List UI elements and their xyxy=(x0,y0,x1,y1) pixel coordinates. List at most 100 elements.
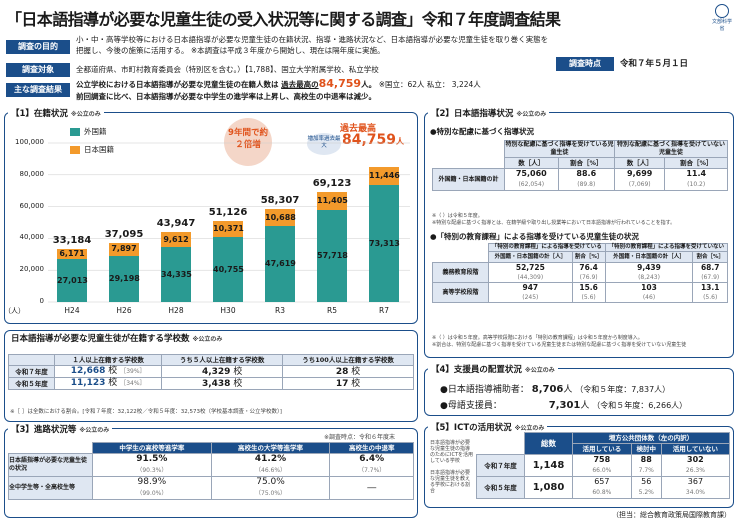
x-tick-label: H30 xyxy=(220,306,236,315)
value-label-japanese: 7,897 xyxy=(111,244,137,254)
sec2-b-note-2: ※割合は、特別な配慮に基づく指導を受けている児童生徒または特別な配慮に基づく指導… xyxy=(432,342,687,348)
bar-japanese xyxy=(57,249,87,260)
value-label-japanese: 11,405 xyxy=(317,196,348,206)
value-label-japanese: 10,688 xyxy=(265,212,296,222)
results-line-2: 前回調査に比べ、日本語指導が必要な中学生の進学率は上昇し、高校生の中退率は減少。 xyxy=(76,92,376,101)
guidance-section xyxy=(424,112,734,358)
enrollment-section xyxy=(4,112,418,324)
value-label-japanese: 9,612 xyxy=(163,234,189,244)
legend-japanese: 日本国籍 xyxy=(84,145,114,154)
record-label: 過去最高 xyxy=(340,124,377,134)
sec2-b-note-1: ※（ ）は令和５年度。高等学校段階における「特別の教育課程」は令和５年度から制度… xyxy=(432,335,643,341)
x-tick-label: R5 xyxy=(327,306,337,315)
time-value: 令和７年５月１日 xyxy=(620,59,689,69)
schools-section xyxy=(4,330,418,422)
sec3-time: ※調査時点：令和６年度末 xyxy=(324,434,396,441)
y-tick-label: 0 xyxy=(39,297,44,305)
native-support-row: ●母語支援員： 7,301人 （令和５年度：6,266人） xyxy=(440,400,688,411)
bar-foreign xyxy=(317,210,347,302)
page-title: 「日本語指導が必要な児童生徒の受入状況等に関する調査」令和７年度調査結果 xyxy=(6,10,561,29)
table-row: 外国籍・日本国籍の計 75,060 (62,054) 88.6 (89.8) 9,6… xyxy=(432,168,728,191)
ict-table: 総数 増方公共団体数（左の内訳） 活用している 検討中 活用していない 令和７年度 1,… xyxy=(476,432,731,499)
total-label: 51,126 xyxy=(208,206,248,218)
bar-japanese xyxy=(317,192,347,211)
table-row: 全中学生等・全高校生等 98.9% （99.0%） 75.0% （75.0%） ― xyxy=(8,476,414,500)
increase-badge: 増加率過去最大 xyxy=(307,133,341,155)
assistant-row: ●日本語指導補助者： 8,706人 （令和５年度：7,837人） xyxy=(440,384,671,395)
progress-table: 中学生の高校等進学率 高校生の大学等進学率 高校生の中退率 日本語指導が必要な児童生… xyxy=(8,442,414,500)
results-line-1: 公立学校における日本語指導が必要な児童生徒の在籍人数は 過去最高の84,759人… xyxy=(76,77,481,90)
sec2-a-note-2: ※特別な配慮に基づく指導とは、在籍学級や取り出し授業等において日本語指導が行われ… xyxy=(432,220,676,226)
bar-japanese xyxy=(109,243,139,256)
value-label-foreign: 34,335 xyxy=(161,269,192,279)
purpose-text-1: 小・中・高等学校等における日本語指導が必要な児童生徒の在籍状況、指導・進路状況な… xyxy=(76,35,549,44)
table-row: 令和５年度 11,123 校 ［34%］ 3,438 校 17 校 xyxy=(8,377,414,390)
sec4-title: 【4】支援員の配置状況 ※公立のみ xyxy=(428,363,558,375)
schools-h2: うち５人以上在籍する学校数 xyxy=(161,354,284,366)
value-label-foreign: 40,755 xyxy=(213,264,244,274)
y-tick-label: 100,000 xyxy=(15,138,44,146)
footer-credit: （担当：総合教育政策局国際教育課） xyxy=(612,511,731,519)
sec5-title: 【5】ICTの活用状況 ※公立のみ xyxy=(428,421,548,433)
value-label-japanese: 10,371 xyxy=(213,223,244,233)
table-row: 令和７年度 12,668 校 ［39%］ 4,329 校 28 校 xyxy=(8,365,414,378)
bar-foreign xyxy=(161,247,191,302)
bar-japanese xyxy=(213,220,243,238)
special-care-table: 特別な配慮に基づく指導を受けている児童生徒 特別な配慮に基づく指導を受けていない児… xyxy=(432,140,729,191)
table-row: 義務教育段階 52,725 (44,309) 76.4 (76.9) 9,439 (8… xyxy=(432,262,728,283)
sec2-a-note-1: ※（ ）は令和５年度。 xyxy=(432,213,483,219)
time-label: 調査時点 xyxy=(556,57,614,71)
x-tick-label: H28 xyxy=(168,306,184,315)
purpose-text-2: 把握し、今後の施策に活用する。 ※本調査は平成３年度から開始し、現在は隔年度に実… xyxy=(76,46,385,55)
legend-foreign: 外国籍 xyxy=(84,127,107,136)
table-row: 令和７年度 1,148 758 66.0% 88 7.7% 302 26.3% xyxy=(476,454,731,477)
y-tick-label: 20,000 xyxy=(19,265,45,274)
results-label: 主な調査結果 xyxy=(6,83,70,97)
bar-japanese xyxy=(265,209,295,227)
sec2-title: 【2】日本語指導状況 ※公立のみ xyxy=(428,107,550,119)
growth-bubble: 9年間で約２倍増 xyxy=(224,118,272,166)
value-label-japanese: 11,446 xyxy=(369,171,400,181)
total-label: 33,184 xyxy=(52,235,92,247)
legend-foreign-swatch xyxy=(70,128,80,136)
ict-desc-1: 日本語指導が必要な児童生徒の指導のためにICTを活用している学校 xyxy=(430,440,474,464)
y-tick-label: 60,000 xyxy=(19,201,45,210)
value-label-japanese: 6,171 xyxy=(59,249,85,259)
y-tick-label: 80,000 xyxy=(19,169,45,178)
progress-section xyxy=(4,428,418,518)
y-unit: （人） xyxy=(4,307,25,315)
purpose-label: 調査の目的 xyxy=(6,40,70,54)
schools-h1: １人以上在籍する学校数 xyxy=(53,354,163,366)
total-label: 58,307 xyxy=(260,195,300,207)
x-tick-label: H26 xyxy=(116,306,132,315)
support-staff-section xyxy=(424,368,734,416)
record-value: 84,759人 xyxy=(342,132,405,148)
table-row: 高等学校段階 947 (245) 15.6 (5.6) 103 (46) 13.1 (5… xyxy=(432,282,728,303)
mext-logo: 文部科学省 xyxy=(712,4,732,32)
value-label-foreign: 57,718 xyxy=(317,251,348,261)
bar-japanese xyxy=(369,167,399,186)
sec1-title: 【1】在籍状況 ※公立のみ xyxy=(8,107,104,119)
bar-foreign xyxy=(369,185,399,302)
bar-foreign xyxy=(213,237,243,302)
bar-foreign xyxy=(109,255,139,302)
value-label-foreign: 29,198 xyxy=(109,273,140,283)
legend-japanese-swatch xyxy=(70,146,80,154)
schools-title: 日本語指導が必要な児童生徒が在籍する学校数 ※公立のみ xyxy=(8,332,226,344)
schools-footnote: ※［ ］は全数における割合。[令和７年度：32,122校／令和５年度：32,57… xyxy=(10,409,282,415)
x-tick-label: H24 xyxy=(64,306,80,315)
sec2-a-title: ●特別な配慮に基づく指導状況 xyxy=(430,127,535,136)
total-label: 43,947 xyxy=(156,218,196,230)
target-label: 調査対象 xyxy=(6,63,70,77)
bar-japanese xyxy=(161,232,191,248)
x-tick-label: R7 xyxy=(379,306,389,315)
y-tick-label: 40,000 xyxy=(19,233,45,242)
schools-h3: うち100人以上在籍する学校数 xyxy=(282,354,414,366)
special-curriculum-table: 「特別の教育課程」による指導を受けている 「特別の教育課程」による指導を受けていな… xyxy=(432,243,729,303)
bar-foreign xyxy=(265,226,295,302)
x-tick-label: R3 xyxy=(275,306,285,315)
value-label-foreign: 47,619 xyxy=(265,259,296,269)
bar-foreign xyxy=(57,259,87,302)
ict-section xyxy=(424,426,734,508)
value-label-foreign: 27,013 xyxy=(57,275,88,285)
